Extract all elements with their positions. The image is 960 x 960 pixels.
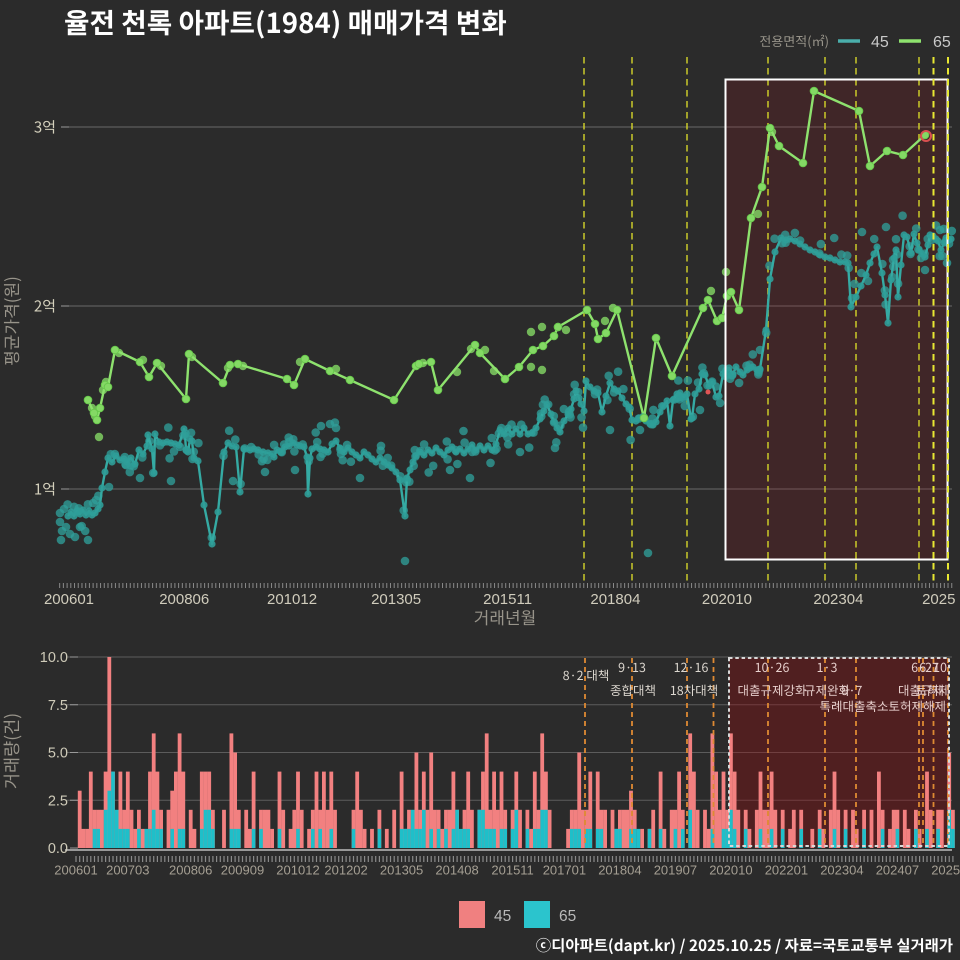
svg-text:200806: 200806 (159, 591, 209, 608)
svg-text:45: 45 (871, 34, 889, 51)
svg-text:201202: 201202 (324, 863, 367, 878)
svg-text:65: 65 (559, 908, 576, 925)
svg-text:200806: 200806 (169, 863, 212, 878)
svg-text:202510: 202510 (931, 863, 960, 878)
svg-text:201305: 201305 (371, 591, 421, 608)
svg-text:200601: 200601 (54, 863, 97, 878)
svg-text:202407: 202407 (876, 863, 919, 878)
svg-text:0.0: 0.0 (48, 841, 68, 857)
svg-text:202304: 202304 (820, 863, 863, 878)
svg-text:201511: 201511 (491, 863, 533, 878)
svg-text:202010: 202010 (702, 591, 752, 608)
svg-text:201804: 201804 (590, 591, 640, 608)
svg-text:202010: 202010 (709, 863, 752, 878)
svg-text:200601: 200601 (44, 591, 94, 608)
svg-text:201804: 201804 (598, 863, 641, 878)
svg-text:7.5: 7.5 (48, 698, 68, 714)
svg-text:201907: 201907 (654, 863, 697, 878)
svg-text:201012: 201012 (276, 863, 319, 878)
svg-text:65: 65 (933, 34, 951, 51)
svg-text:201511: 201511 (483, 591, 532, 608)
svg-text:201408: 201408 (435, 863, 478, 878)
svg-text:10.0: 10.0 (40, 650, 68, 666)
svg-text:45: 45 (494, 908, 511, 925)
svg-text:2.5: 2.5 (48, 793, 68, 809)
svg-text:201012: 201012 (267, 591, 317, 608)
svg-text:200703: 200703 (106, 863, 149, 878)
svg-text:200909: 200909 (221, 863, 264, 878)
svg-text:2025: 2025 (922, 591, 955, 608)
svg-text:5.0: 5.0 (48, 746, 68, 762)
svg-text:201701: 201701 (543, 863, 586, 878)
svg-text:202201: 202201 (765, 863, 808, 878)
svg-text:201305: 201305 (380, 863, 423, 878)
svg-text:202304: 202304 (813, 591, 863, 608)
